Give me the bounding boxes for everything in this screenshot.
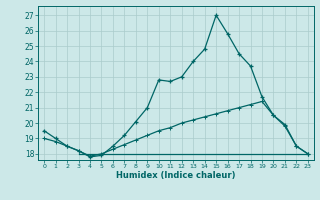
X-axis label: Humidex (Indice chaleur): Humidex (Indice chaleur) [116,171,236,180]
